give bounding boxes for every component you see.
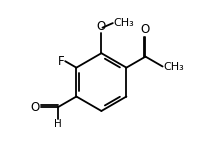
Text: F: F (58, 55, 65, 68)
Text: CH₃: CH₃ (114, 18, 134, 28)
Text: O: O (140, 23, 149, 36)
Text: O: O (31, 101, 40, 114)
Text: CH₃: CH₃ (163, 62, 184, 72)
Text: H: H (54, 119, 62, 130)
Text: O: O (97, 20, 106, 33)
